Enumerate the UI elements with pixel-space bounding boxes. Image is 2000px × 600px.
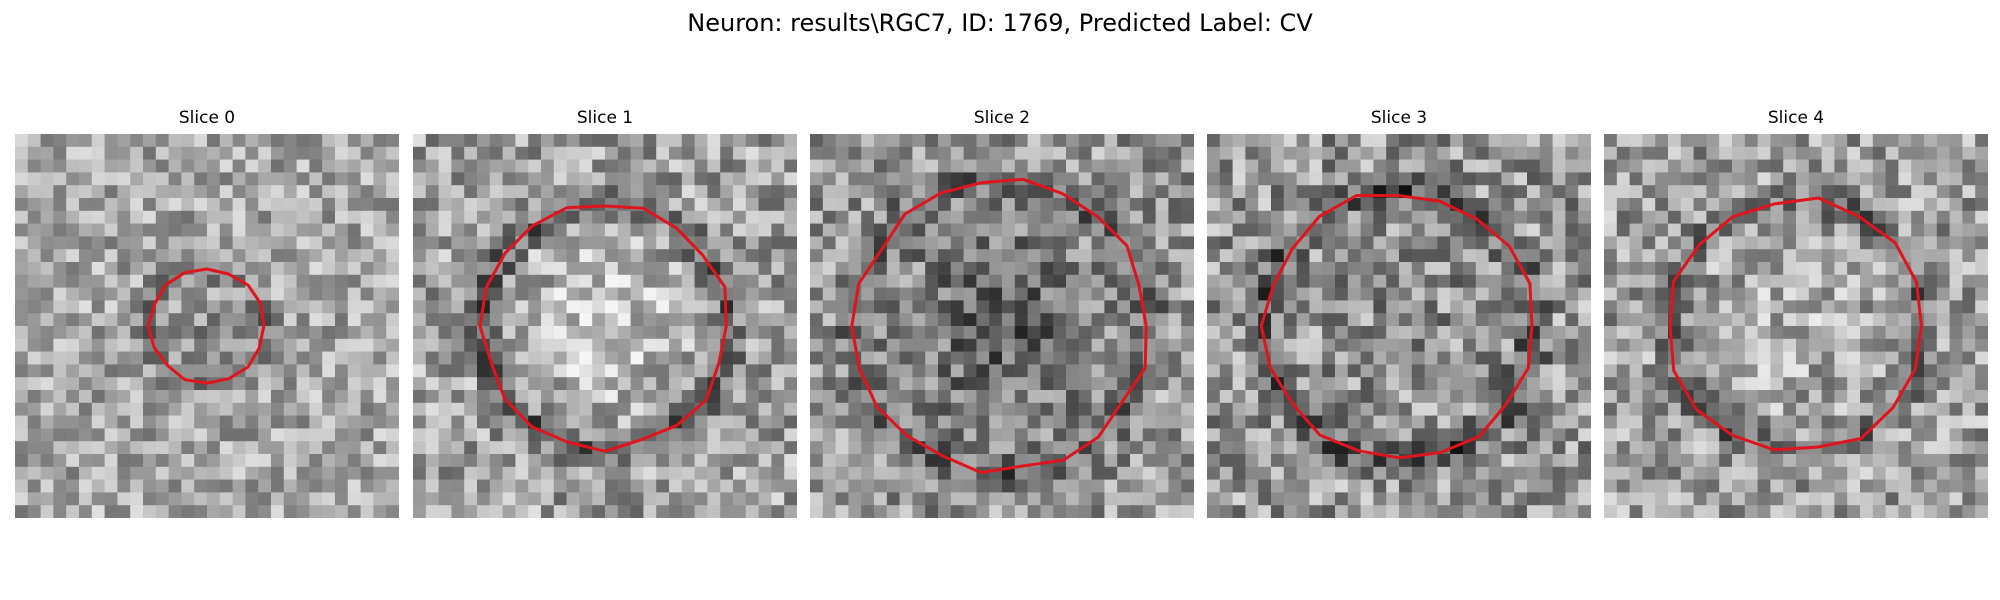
slice-image — [1207, 134, 1591, 518]
slice-title: Slice 0 — [178, 108, 236, 128]
cell-contour — [478, 204, 728, 453]
cell-contour — [1259, 194, 1534, 460]
slice-image — [413, 134, 797, 518]
slice-title: Slice 2 — [973, 108, 1031, 128]
cell-contour — [850, 177, 1148, 474]
figure-title: Neuron: results\RGC7, ID: 1769, Predicte… — [687, 9, 1313, 37]
cell-contour — [146, 267, 266, 385]
slice-image — [810, 134, 1194, 518]
slice-image — [1604, 134, 1988, 518]
slice-image — [15, 134, 399, 518]
slice-title: Slice 3 — [1370, 108, 1428, 128]
cell-contour — [1668, 196, 1923, 452]
slice-title: Slice 4 — [1767, 108, 1825, 128]
slice-title: Slice 1 — [576, 108, 634, 128]
